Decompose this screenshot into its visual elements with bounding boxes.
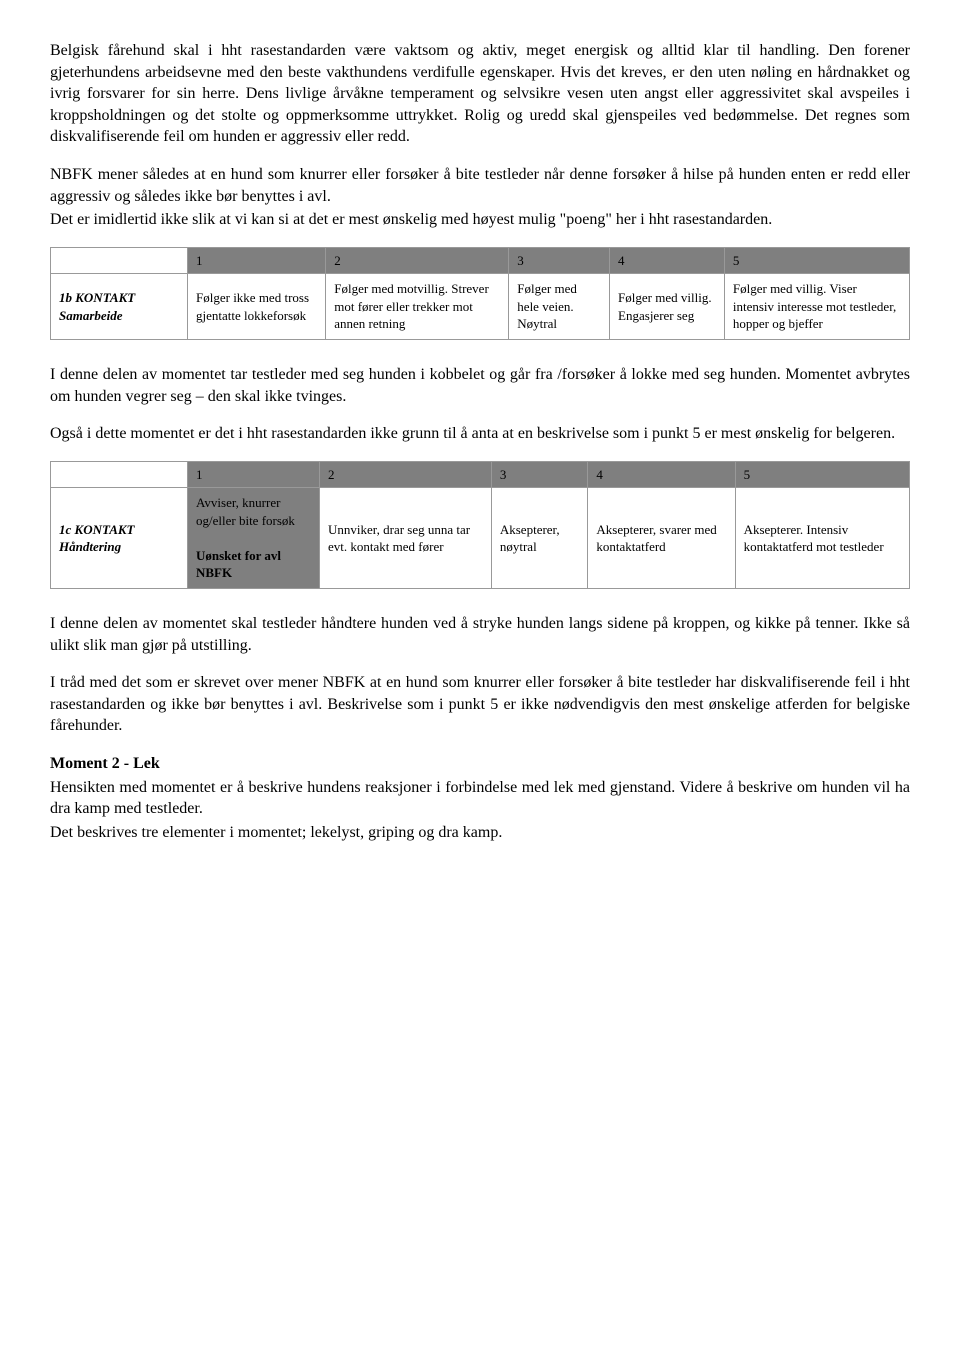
paragraph-7: I tråd med det som er skrevet over mener… (50, 672, 910, 737)
paragraph-5: Også i dette momentet er det i hht rases… (50, 423, 910, 445)
cell-1-bold: Uønsket for avl NBFK (196, 548, 281, 581)
cell-1: Følger ikke med tross gjentatte lokkefor… (188, 274, 326, 340)
cell-4: Følger med villig. Engasjerer seg (610, 274, 725, 340)
heading-moment-2: Moment 2 - Lek (50, 755, 160, 772)
header-cell-4: 4 (588, 461, 735, 488)
table-1c-kontakt: 1 2 3 4 5 1c KONTAKT Håndtering Avviser,… (50, 461, 910, 589)
header-cell-5: 5 (724, 247, 909, 274)
cell-3: Følger med hele veien. Nøytral (509, 274, 610, 340)
table-header-row: 1 2 3 4 5 (51, 247, 910, 274)
paragraph-3: Det er imidlertid ikke slik at vi kan si… (50, 209, 910, 231)
table-1b-kontakt: 1 2 3 4 5 1b KONTAKT Samarbeide Følger i… (50, 247, 910, 340)
header-cell-5: 5 (735, 461, 909, 488)
header-cell-1: 1 (188, 461, 320, 488)
row-label: 1c KONTAKT Håndtering (51, 488, 188, 589)
paragraph-6: I denne delen av momentet skal testleder… (50, 613, 910, 656)
row-label: 1b KONTAKT Samarbeide (51, 274, 188, 340)
cell-3: Aksepterer, nøytral (491, 488, 588, 589)
cell-2: Unnviker, drar seg unna tar evt. kontakt… (320, 488, 492, 589)
paragraph-1: Belgisk fårehund skal i hht rasestandard… (50, 40, 910, 148)
header-cell-2: 2 (320, 461, 492, 488)
cell-5: Følger med villig. Viser intensiv intere… (724, 274, 909, 340)
paragraph-9: Det beskrives tre elementer i momentet; … (50, 822, 910, 844)
header-cell-4: 4 (610, 247, 725, 274)
header-cell-empty (51, 247, 188, 274)
table-row: 1b KONTAKT Samarbeide Følger ikke med tr… (51, 274, 910, 340)
cell-4: Aksepterer, svarer med kontaktatferd (588, 488, 735, 589)
header-cell-3: 3 (509, 247, 610, 274)
cell-1-text: Avviser, knurrer og/eller bite forsøk (196, 495, 295, 528)
paragraph-2: NBFK mener således at en hund som knurre… (50, 164, 910, 207)
table-header-row: 1 2 3 4 5 (51, 461, 910, 488)
header-cell-2: 2 (326, 247, 509, 274)
paragraph-8: Hensikten med momentet er å beskrive hun… (50, 777, 910, 820)
cell-1-gray: Avviser, knurrer og/eller bite forsøk Uø… (188, 488, 320, 589)
cell-5: Aksepterer. Intensiv kontaktatferd mot t… (735, 488, 909, 589)
table-row: 1c KONTAKT Håndtering Avviser, knurrer o… (51, 488, 910, 589)
cell-2: Følger med motvillig. Strever mot fører … (326, 274, 509, 340)
paragraph-4: I denne delen av momentet tar testleder … (50, 364, 910, 407)
header-cell-3: 3 (491, 461, 588, 488)
header-cell-1: 1 (188, 247, 326, 274)
header-cell-empty (51, 461, 188, 488)
